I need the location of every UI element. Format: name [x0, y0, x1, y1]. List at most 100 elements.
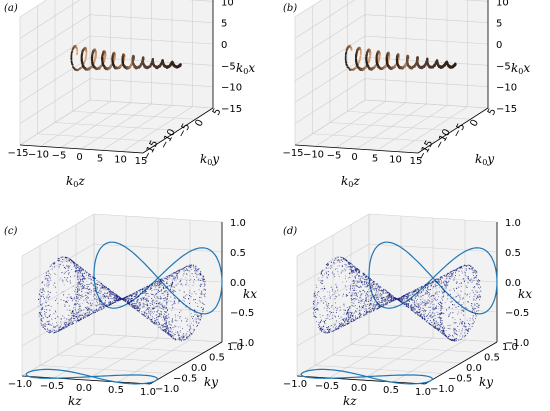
scatter-point [145, 304, 146, 305]
scatter-point [75, 289, 76, 290]
scatter-point [135, 305, 136, 306]
scatter-point [151, 290, 152, 291]
scatter-point [87, 306, 88, 307]
scatter-point [158, 292, 159, 293]
scatter-point [79, 282, 80, 283]
scatter-point [158, 290, 159, 291]
scatter-point [175, 326, 176, 327]
scatter-point [129, 304, 130, 305]
scatter-point [201, 294, 202, 295]
scatter-point [167, 276, 168, 277]
scatter-point [167, 333, 168, 334]
scatter-point [183, 333, 184, 334]
scatter-point [47, 321, 48, 322]
scatter-point [85, 314, 86, 315]
scatter-point [183, 335, 184, 336]
scatter-point [167, 309, 168, 310]
scatter-point [150, 320, 151, 321]
scatter-point [134, 308, 135, 309]
scatter-point [151, 298, 152, 299]
scatter-point [71, 317, 72, 318]
scatter-point [193, 299, 194, 300]
scatter-point [63, 327, 64, 328]
scatter-point [73, 323, 74, 324]
scatter-point [69, 272, 70, 273]
scatter-point [162, 307, 163, 308]
scatter-point [74, 299, 75, 300]
scatter-point [167, 293, 168, 294]
scatter-point [172, 304, 173, 305]
scatter-point [169, 285, 170, 286]
scatter-point [175, 339, 176, 340]
scatter-point [454, 333, 455, 334]
scatter-point [182, 335, 183, 336]
scatter-point [115, 297, 116, 298]
scatter-point [75, 307, 76, 308]
scatter-point [81, 317, 82, 318]
scatter-point [359, 317, 360, 318]
scatter-point [157, 290, 158, 291]
scatter-point [172, 327, 173, 328]
scatter-point [201, 292, 202, 293]
scatter-point [86, 297, 87, 298]
scatter-point [104, 295, 105, 296]
scatter-point [114, 294, 115, 295]
scatter-point [46, 275, 47, 276]
scatter-point [185, 307, 186, 308]
scatter-point [76, 304, 77, 305]
scatter-point [71, 322, 72, 323]
scatter-point [42, 307, 43, 308]
scatter-point [143, 288, 144, 289]
scatter-point [77, 285, 78, 286]
scatter-point [137, 302, 138, 303]
scatter-point [324, 323, 325, 324]
scatter-point [90, 283, 91, 284]
scatter-point [170, 334, 171, 335]
scatter-point [326, 268, 327, 269]
scatter-point [138, 295, 139, 296]
z-tick-label: 0 [76, 152, 82, 163]
scatter-point [122, 298, 123, 299]
scatter-point [80, 272, 81, 273]
scatter-point [442, 322, 443, 323]
scatter-point [172, 335, 173, 336]
scatter-point [86, 275, 87, 276]
scatter-point [148, 311, 149, 312]
scatter-point [72, 298, 73, 299]
scatter-point [164, 317, 165, 318]
chart-panel-d: −1.0 −0.5 0.0 0.5 1.0 −1.0 −0.5 0.0 0.5 1.0 1.0 0.5… [275, 206, 550, 411]
scatter-point [68, 321, 69, 322]
scatter-point [71, 269, 72, 270]
scatter-point [350, 285, 351, 286]
chart-d-svg: −1.0 −0.5 0.0 0.5 1.0 −1.0−0.50.00.51.01.00.5… [275, 206, 550, 411]
scatter-point [71, 315, 72, 316]
z-tick-label: 1.0 [140, 387, 156, 398]
scatter-point [151, 319, 152, 320]
scatter-point [102, 295, 103, 296]
scatter-point [59, 329, 60, 330]
scatter-point [165, 320, 166, 321]
scatter-point [161, 278, 162, 279]
scatter-point [95, 288, 96, 289]
scatter-point [45, 325, 46, 326]
scatter-point [161, 304, 162, 305]
scatter-point [156, 322, 157, 323]
scatter-point [50, 274, 51, 275]
scatter-point [159, 298, 160, 299]
scatter-point [177, 283, 178, 284]
scatter-point [97, 298, 98, 299]
scatter-point [152, 321, 153, 322]
z-tick-label: −5 [52, 151, 67, 162]
scatter-point [78, 266, 79, 267]
scatter-point [90, 278, 91, 279]
scatter-point [362, 278, 363, 279]
trajectory-point [84, 60, 86, 62]
scatter-point [104, 307, 105, 308]
scatter-point [98, 308, 99, 309]
scatter-point [186, 321, 187, 322]
scatter-point [91, 282, 92, 283]
y-tick-label: 0.5 [209, 353, 225, 364]
scatter-point [67, 309, 68, 310]
scatter-point [71, 324, 72, 325]
scatter-point [71, 320, 72, 321]
